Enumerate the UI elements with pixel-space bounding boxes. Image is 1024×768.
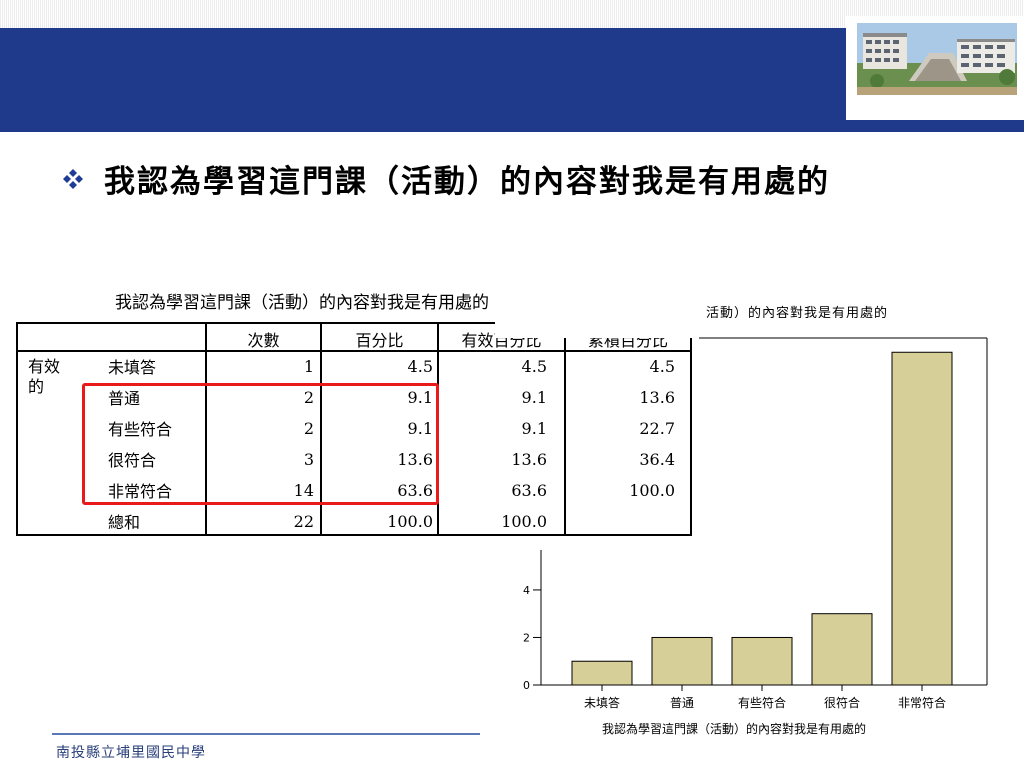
bar [811, 613, 873, 686]
col-header: 次數 [247, 331, 280, 350]
col-header: 百分比 [355, 331, 404, 350]
valid-percent-cell: 9.1 [521, 419, 547, 438]
bar [571, 660, 633, 686]
row-label: 很符合 [108, 451, 157, 470]
cumulative-cell: 100.0 [629, 481, 675, 500]
percent-cell: 9.1 [407, 388, 433, 407]
row-label: 非常符合 [108, 482, 173, 501]
cumulative-cell: 13.6 [639, 388, 675, 407]
valid-percent-cell: 63.6 [511, 481, 547, 500]
percent-cell: 9.1 [407, 419, 433, 438]
group-label: 的 [28, 377, 45, 396]
bar [651, 636, 713, 686]
count-cell: 2 [303, 388, 314, 407]
table-divider [564, 324, 566, 534]
footer-rule [52, 733, 480, 735]
valid-percent-cell: 13.6 [511, 450, 547, 469]
slide-title: 我認為學習這門課（活動）的內容對我是有用處的 [104, 164, 830, 200]
valid-percent-cell: 9.1 [521, 388, 547, 407]
highlight-box [82, 383, 439, 505]
x-axis-label: 我認為學習這門課（活動）的內容對我是有用處的 [602, 721, 866, 736]
table-caption: 我認為學習這門課（活動）的內容對我是有用處的 [115, 293, 489, 313]
bar-chart: 0 2 4 未填答 普通 有些符合 很符合 非常符合我認為學習這門課（活動）的內容對我是有用處… [495, 318, 992, 736]
group-label: 有效 [28, 357, 61, 376]
percent-cell: 13.6 [397, 450, 433, 469]
x-tick-label: 有些符合 [738, 695, 786, 710]
y-tick-label: 0 [523, 679, 530, 692]
row-label: 有些符合 [108, 420, 173, 439]
x-tick-label: 普通 [670, 696, 694, 710]
x-tick-label: 很符合 [824, 695, 860, 710]
count-cell: 14 [293, 481, 314, 500]
count-cell: 1 [303, 357, 314, 376]
percent-cell: 63.6 [397, 481, 433, 500]
table-divider [320, 324, 322, 534]
footer-school-name: 南投縣立埔里國民中學 [56, 745, 206, 761]
cumulative-cell: 4.5 [649, 357, 675, 376]
diamond-four-icon [62, 168, 84, 190]
x-tick-label: 非常符合 [898, 695, 946, 710]
table-divider [205, 324, 207, 534]
y-tick-label: 2 [523, 631, 530, 644]
percent-cell: 100.0 [387, 512, 433, 531]
bar [731, 636, 793, 686]
school-building-photo [857, 23, 1017, 95]
row-label: 總和 [108, 513, 141, 532]
count-cell: 22 [293, 512, 314, 531]
bar [891, 351, 953, 686]
count-cell: 2 [303, 419, 314, 438]
count-cell: 3 [303, 450, 314, 469]
chart-bg [495, 318, 992, 338]
row-label: 普通 [108, 389, 141, 408]
x-tick-label: 未填答 [584, 695, 620, 710]
cumulative-cell: 36.4 [639, 450, 675, 469]
valid-percent-cell: 4.5 [521, 357, 547, 376]
y-tick-label: 4 [523, 584, 530, 597]
chart-title: 活動）的內容對我是有用處的 [706, 306, 889, 321]
top-stripe [0, 0, 1024, 28]
valid-percent-cell: 100.0 [501, 512, 547, 531]
percent-cell: 4.5 [407, 357, 433, 376]
cumulative-cell: 22.7 [639, 419, 675, 438]
row-label: 未填答 [108, 358, 157, 377]
table-header-rule [18, 350, 690, 352]
